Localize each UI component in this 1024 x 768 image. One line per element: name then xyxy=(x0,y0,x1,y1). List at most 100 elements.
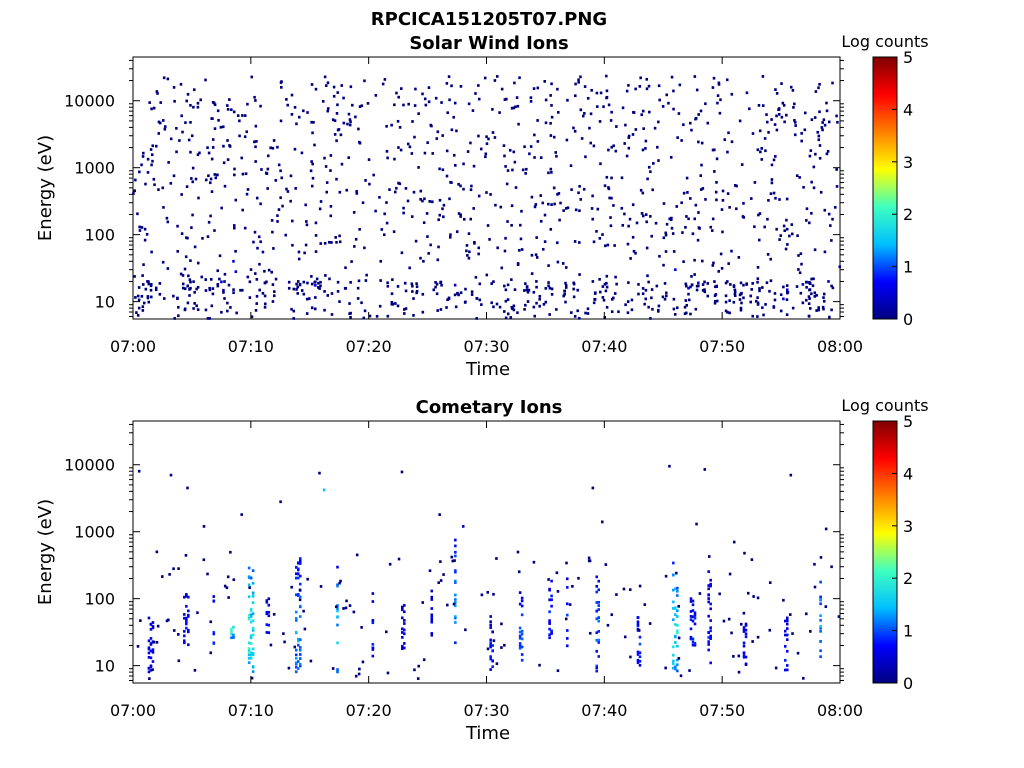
data-cell xyxy=(470,290,474,294)
data-cell xyxy=(160,575,164,578)
data-cell xyxy=(704,102,707,106)
data-cell xyxy=(149,288,153,292)
data-cell xyxy=(744,663,748,667)
data-cell xyxy=(612,204,615,207)
data-cell xyxy=(374,209,377,213)
data-cell xyxy=(609,216,612,219)
data-cell xyxy=(454,550,457,554)
data-cell xyxy=(434,285,437,289)
data-cell xyxy=(295,282,298,286)
data-cell xyxy=(485,142,489,146)
data-cell xyxy=(711,86,715,89)
data-cell xyxy=(647,305,650,309)
data-cell xyxy=(756,277,760,281)
data-cell xyxy=(760,146,764,150)
data-cell xyxy=(338,190,342,194)
data-cell xyxy=(329,204,333,208)
data-cell xyxy=(385,124,388,128)
data-cell xyxy=(403,308,406,311)
data-cell xyxy=(572,295,576,299)
data-cell xyxy=(168,573,171,576)
data-cell xyxy=(154,144,158,148)
data-cell xyxy=(511,307,514,310)
data-cell xyxy=(613,244,616,247)
data-cell xyxy=(459,184,462,188)
data-cell xyxy=(314,221,318,225)
data-cell xyxy=(772,158,776,162)
data-cell xyxy=(800,139,803,143)
data-cell xyxy=(230,636,233,640)
data-cell xyxy=(595,617,599,621)
data-cell xyxy=(798,271,802,275)
data-cell xyxy=(286,190,290,193)
data-cell xyxy=(563,289,566,293)
data-cell xyxy=(210,190,214,193)
data-cell xyxy=(238,119,241,123)
data-cell xyxy=(672,645,675,649)
data-cell xyxy=(783,629,787,633)
data-cell xyxy=(535,236,538,239)
data-cell xyxy=(667,101,670,105)
data-cell xyxy=(721,189,725,193)
data-cell xyxy=(598,120,602,123)
data-cell xyxy=(339,133,343,137)
data-cell xyxy=(294,619,298,622)
data-cell xyxy=(349,120,352,124)
solar-wind-title: Solar Wind Ions xyxy=(409,33,568,54)
data-cell xyxy=(701,283,705,286)
data-cell xyxy=(251,569,255,573)
data-cell xyxy=(605,274,609,278)
data-cell xyxy=(137,469,141,473)
data-cell xyxy=(783,658,787,662)
data-cell xyxy=(607,103,611,107)
data-cell xyxy=(230,632,233,636)
data-cell xyxy=(573,314,577,318)
data-cell xyxy=(685,311,688,315)
data-cell xyxy=(298,598,302,602)
data-cell xyxy=(179,82,183,86)
data-cell xyxy=(172,294,175,298)
data-cell xyxy=(518,626,522,630)
data-cell xyxy=(265,280,268,284)
data-cell xyxy=(565,577,569,581)
data-cell xyxy=(626,300,630,303)
data-cell xyxy=(638,651,642,655)
data-cell xyxy=(292,309,296,313)
data-cell xyxy=(192,88,196,92)
data-cell xyxy=(249,635,253,638)
data-cell xyxy=(454,641,457,645)
data-cell xyxy=(676,615,679,618)
data-cell xyxy=(480,593,484,597)
data-cell xyxy=(289,174,293,178)
data-cell xyxy=(354,674,358,678)
data-cell xyxy=(333,119,337,123)
data-cell xyxy=(204,308,208,312)
data-cell xyxy=(800,131,803,135)
data-cell xyxy=(698,592,702,595)
data-cell xyxy=(595,609,599,613)
data-cell xyxy=(213,229,216,232)
data-cell xyxy=(454,164,457,167)
data-cell xyxy=(520,604,524,608)
data-cell xyxy=(272,612,276,616)
data-cell xyxy=(310,282,314,286)
data-cell xyxy=(147,280,150,284)
data-cell xyxy=(291,243,294,247)
data-cell xyxy=(756,596,760,600)
data-cell xyxy=(430,598,434,601)
data-cell xyxy=(598,277,601,281)
data-cell xyxy=(209,214,212,218)
data-cell xyxy=(228,98,231,101)
data-cell xyxy=(296,576,300,580)
data-cell xyxy=(707,600,710,604)
data-cell xyxy=(539,156,543,159)
data-cell xyxy=(627,146,631,150)
data-cell xyxy=(689,615,693,618)
data-cell xyxy=(713,148,716,152)
data-cell xyxy=(335,112,339,115)
data-cell xyxy=(655,284,659,288)
data-cell xyxy=(707,643,710,646)
data-cell xyxy=(150,250,153,254)
data-cell xyxy=(421,310,425,314)
data-cell xyxy=(775,128,779,132)
